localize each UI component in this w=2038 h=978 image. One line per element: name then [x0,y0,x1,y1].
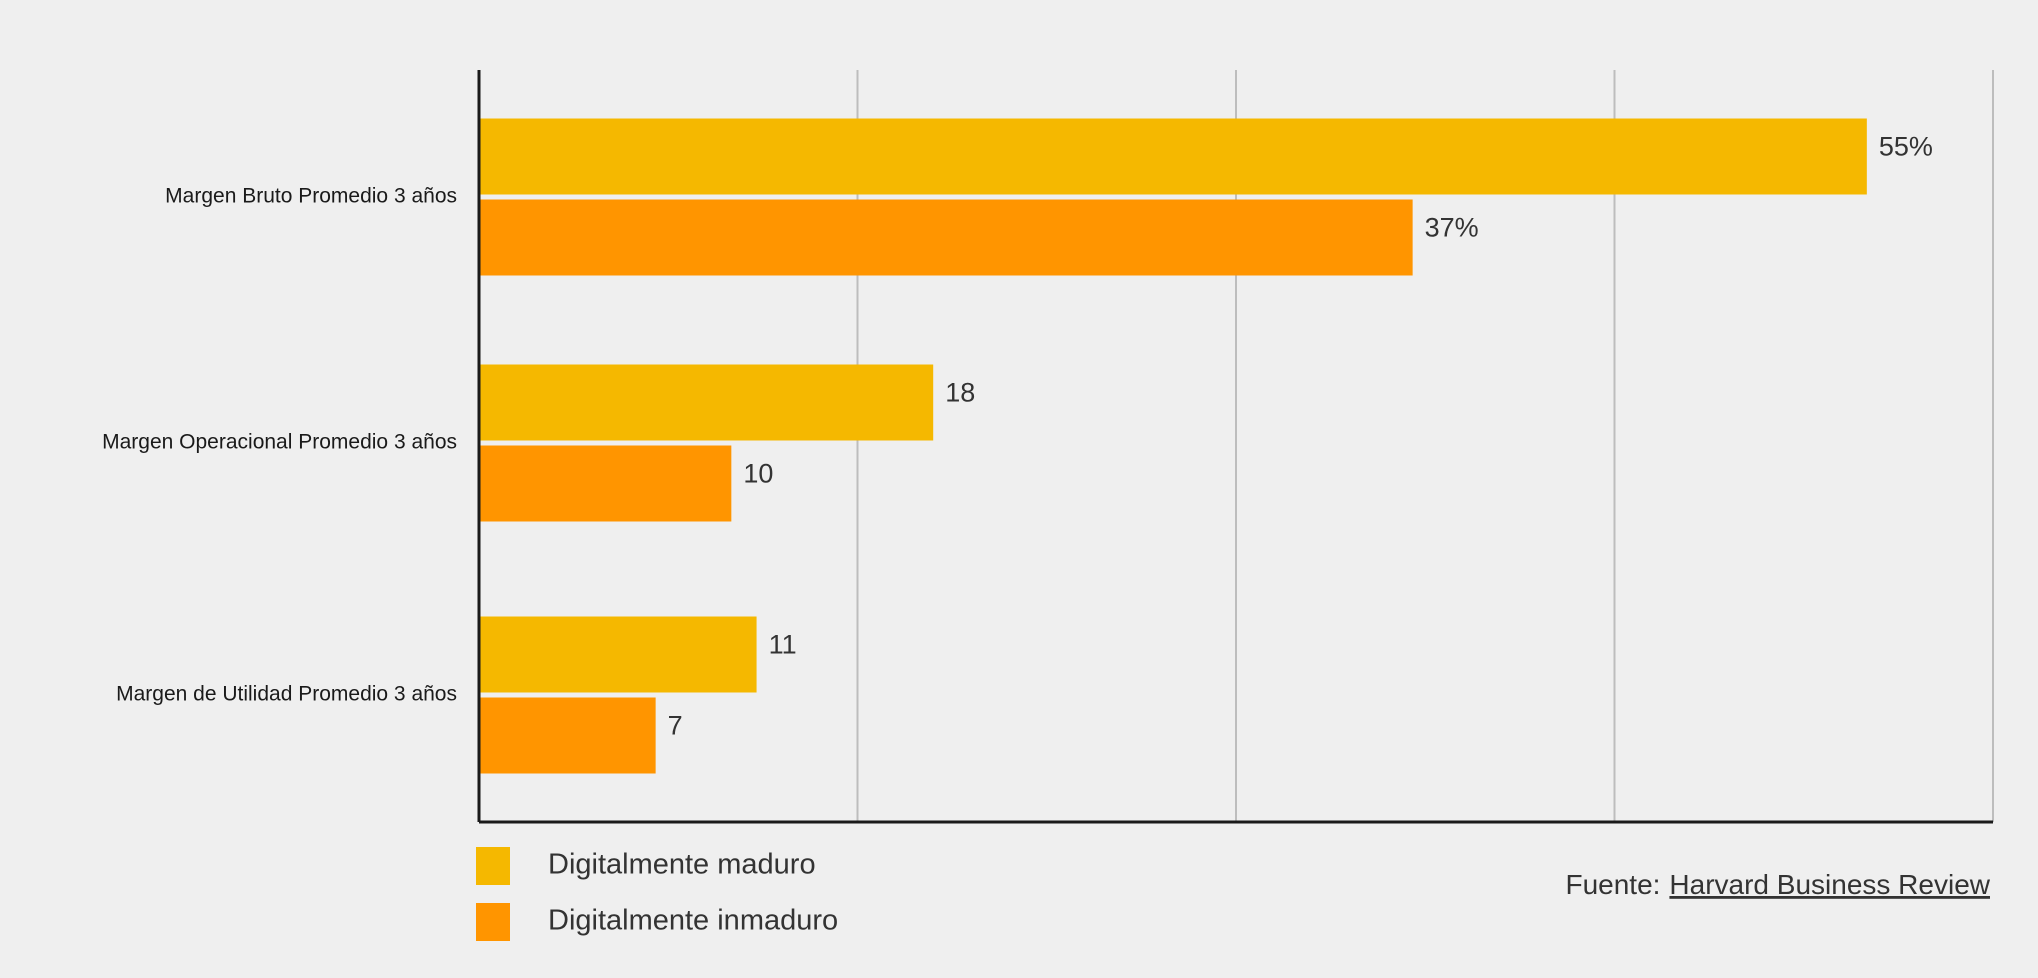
axes [477,70,1993,824]
value-label-s1-c1: 55% [1879,132,1933,162]
legend: Digitalmente maduro Digitalmente inmaduro [476,847,838,941]
legend-swatch-1 [476,847,510,885]
value-label-s2-c2: 10 [743,459,773,489]
legend-label-1: Digitalmente maduro [548,849,816,881]
source-text: Fuente: Harvard Business Review [1565,869,1990,900]
bar-s2-c3 [479,697,656,774]
category-label-3: Margen de Utilidad Promedio 3 años [116,683,457,706]
bar-s2-c1 [479,199,1413,276]
bar-s1-c1 [479,118,1867,195]
bar-s2-c2 [479,445,732,522]
gridlines [856,70,1994,822]
bar-s1-c3 [479,616,757,693]
category-label-2: Margen Operacional Promedio 3 años [102,431,457,454]
value-label-s1-c2: 18 [945,378,975,408]
source-note: Fuente: Harvard Business Review [1565,869,1990,900]
category-labels: Margen Bruto Promedio 3 años Margen Opera… [102,185,457,706]
category-label-1: Margen Bruto Promedio 3 años [165,185,457,208]
bars [479,118,1867,774]
bar-s1-c2 [479,364,934,441]
value-labels: 55% 37% 18 10 11 7 [668,132,1933,741]
source-prefix: Fuente: [1565,869,1660,900]
value-label-s1-c3: 11 [769,630,797,660]
value-label-s2-c1: 37% [1425,213,1479,243]
source-link[interactable]: Harvard Business Review [1669,869,1990,900]
legend-label-2: Digitalmente inmaduro [548,905,838,937]
legend-swatch-2 [476,903,510,941]
value-label-s2-c3: 7 [668,711,683,741]
